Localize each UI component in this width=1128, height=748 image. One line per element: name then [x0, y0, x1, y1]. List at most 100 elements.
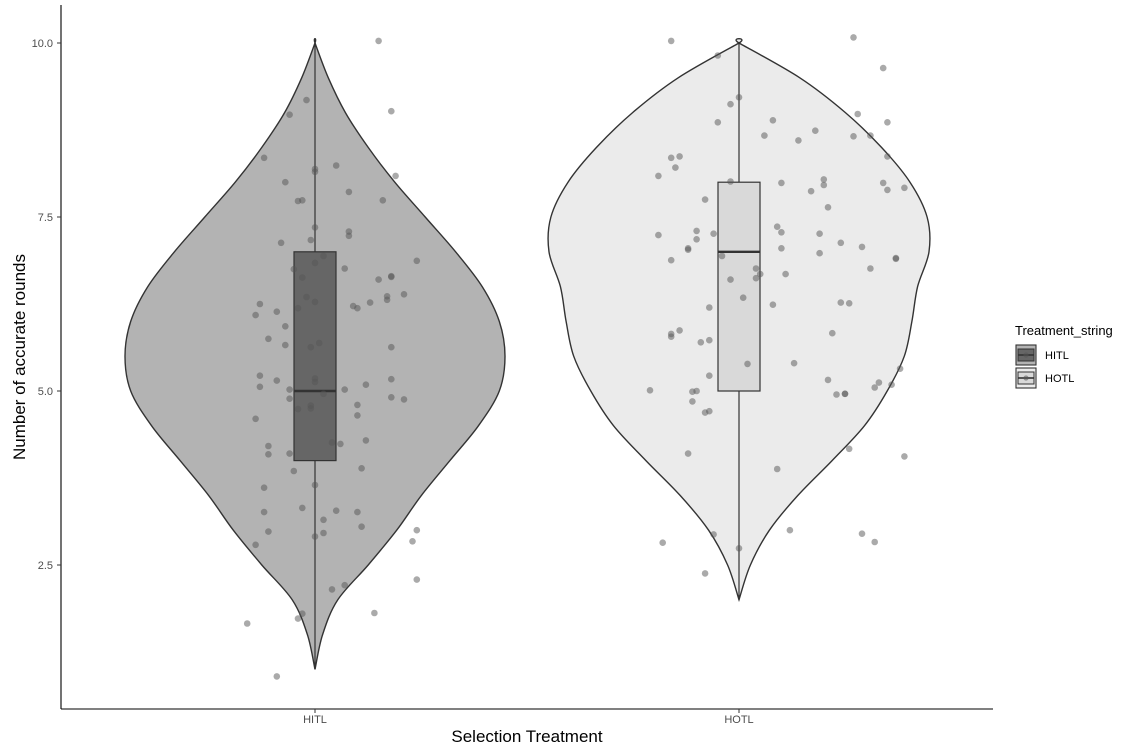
- data-point-hitl: [286, 111, 293, 118]
- data-point-hotl: [684, 246, 692, 253]
- data-point-hitl: [337, 440, 344, 448]
- data-point-hotl: [727, 100, 734, 108]
- data-point-hitl: [354, 401, 361, 409]
- data-point-hotl: [761, 132, 768, 139]
- data-point-hitl: [332, 507, 340, 514]
- data-point-hitl: [354, 508, 361, 516]
- legend: Treatment_string HITL HOTL: [1015, 323, 1113, 389]
- data-point-hotl: [718, 252, 726, 260]
- data-point-hotl: [824, 376, 832, 384]
- data-point-hitl: [328, 586, 336, 593]
- data-point-hotl: [824, 204, 832, 211]
- y-tick-label: 7.5: [38, 212, 53, 224]
- data-point-hotl: [795, 137, 802, 144]
- data-point-hitl: [299, 197, 306, 204]
- data-point-hitl: [277, 239, 285, 247]
- data-point-hitl: [260, 508, 268, 516]
- data-point-hotl: [706, 304, 713, 311]
- y-axis-title: Number of accurate rounds: [10, 254, 29, 460]
- data-point-hotl: [816, 230, 823, 237]
- data-point-hotl: [837, 239, 845, 247]
- data-point-hotl: [667, 330, 675, 338]
- data-point-hotl: [697, 339, 705, 346]
- x-tick-label-hitl: HITL: [303, 714, 327, 726]
- data-point-hotl: [812, 127, 819, 134]
- data-point-hitl: [371, 609, 378, 617]
- data-point-hitl: [388, 107, 395, 115]
- legend-key-point-hitl: [1023, 352, 1029, 358]
- data-point-hitl: [303, 96, 310, 104]
- data-point-hotl: [727, 276, 734, 283]
- data-point-hotl: [858, 243, 866, 251]
- data-point-hotl: [667, 154, 675, 162]
- data-point-hotl: [778, 229, 785, 236]
- data-point-hitl: [311, 378, 319, 386]
- data-point-hitl: [388, 272, 395, 280]
- data-point-hitl: [341, 581, 349, 589]
- data-point-hitl: [358, 523, 365, 530]
- data-point-hitl: [388, 375, 395, 383]
- data-point-hitl: [379, 197, 387, 204]
- legend-item-hotl: HOTL: [1015, 367, 1074, 389]
- data-point-hitl: [409, 538, 416, 545]
- data-point-hotl: [867, 265, 874, 272]
- data-point-hitl: [290, 467, 298, 475]
- data-point-hitl: [282, 341, 289, 349]
- data-point-hotl: [744, 360, 751, 368]
- legend-key-point-hotl: [1023, 375, 1029, 381]
- data-point-hotl: [706, 336, 713, 344]
- data-point-hitl: [362, 381, 370, 389]
- data-point-hitl: [392, 172, 399, 180]
- data-point-hotl: [833, 391, 840, 398]
- data-point-hitl: [345, 232, 353, 240]
- data-point-hitl: [311, 224, 319, 231]
- data-point-hotl: [773, 223, 781, 230]
- data-point-hitl: [273, 673, 281, 680]
- data-point-hotl: [676, 327, 683, 334]
- data-point-hotl: [701, 570, 709, 577]
- data-point-hotl: [773, 465, 781, 473]
- data-point-hitl: [307, 402, 315, 409]
- data-point-hitl: [400, 396, 408, 403]
- data-point-hotl: [693, 387, 700, 395]
- data-point-hitl: [303, 293, 310, 301]
- data-point-hotl: [858, 530, 866, 537]
- data-point-hotl: [735, 94, 743, 101]
- data-point-hotl: [710, 531, 717, 538]
- data-point-hotl: [778, 179, 785, 187]
- data-point-hotl: [829, 329, 836, 337]
- data-point-hotl: [845, 445, 853, 453]
- ticks: HITL HOTL 2.5 5.0 7.5 10.0: [32, 38, 754, 726]
- data-point-hotl: [735, 545, 743, 552]
- data-point-hotl: [786, 526, 794, 534]
- data-point-hotl: [714, 119, 722, 126]
- data-point-hotl: [879, 179, 887, 187]
- data-point-hitl: [294, 304, 302, 312]
- plot-area: [124, 34, 931, 680]
- data-point-hitl: [299, 504, 306, 512]
- data-point-hitl: [311, 298, 319, 306]
- data-point-hitl: [366, 299, 374, 306]
- data-point-hotl: [901, 453, 908, 460]
- data-point-hitl: [388, 343, 395, 351]
- data-point-hitl: [260, 484, 268, 492]
- data-point-hitl: [294, 405, 302, 413]
- legend-item-hitl: HITL: [1015, 344, 1069, 366]
- data-point-hotl: [816, 249, 823, 257]
- data-point-hotl: [756, 270, 764, 278]
- data-point-hitl: [282, 178, 289, 186]
- data-point-hitl: [252, 415, 259, 423]
- data-point-hitl: [320, 516, 327, 524]
- data-point-hitl: [294, 615, 302, 622]
- x-tick-label-hotl: HOTL: [724, 714, 753, 726]
- data-point-hitl: [413, 526, 421, 534]
- data-point-hotl: [884, 186, 891, 194]
- data-point-hitl: [273, 377, 281, 384]
- data-point-hotl: [782, 270, 789, 278]
- data-point-hitl: [265, 451, 272, 458]
- data-point-hotl: [672, 164, 679, 171]
- data-point-hotl: [706, 372, 713, 380]
- data-point-hotl: [646, 387, 654, 394]
- data-point-hotl: [841, 390, 849, 398]
- y-tick-label: 5.0: [38, 386, 53, 398]
